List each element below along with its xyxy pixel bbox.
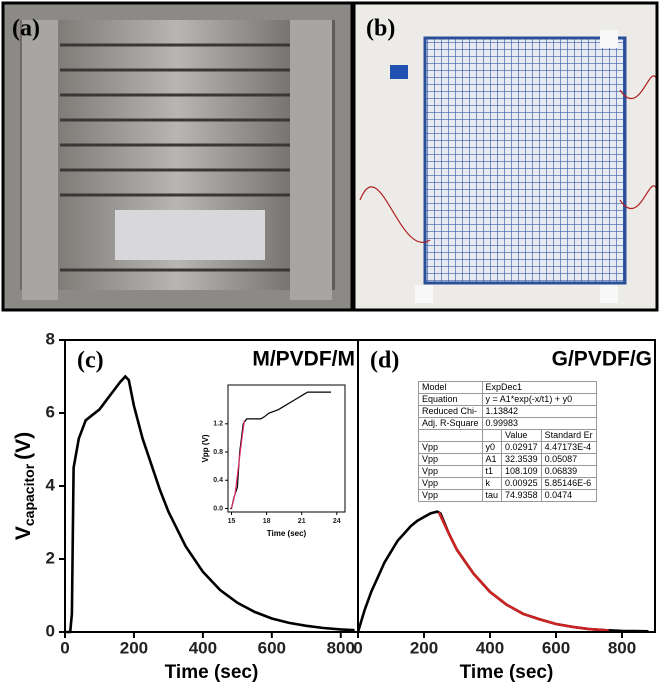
series-line bbox=[437, 511, 609, 632]
table-row: Equation y = A1*exp(-x/t1) + y0 bbox=[418, 393, 597, 406]
table-row: Vpp t1 108.109 0.06839 bbox=[418, 465, 597, 478]
y-axis-label: Vcapacitor (V) bbox=[12, 432, 37, 540]
plot-frame bbox=[357, 339, 656, 633]
table-cell: y = A1*exp(-x/t1) + y0 bbox=[481, 393, 597, 406]
panel-label: (a) bbox=[12, 16, 40, 42]
table-row: Adj. R-Square 0.99983 bbox=[418, 417, 597, 430]
table-cell: Value bbox=[501, 429, 542, 442]
table-cell: Vpp bbox=[418, 441, 483, 454]
table-cell: 4.47173E-4 bbox=[540, 441, 597, 454]
x-tick-label: 800 bbox=[608, 638, 636, 657]
x-tick-label: 600 bbox=[258, 638, 286, 657]
x-tick-label: 21 bbox=[298, 518, 306, 525]
table-cell: Equation bbox=[418, 393, 483, 406]
table-cell: k bbox=[481, 477, 503, 490]
table-cell: 5.85146E-6 bbox=[540, 477, 597, 490]
y-label-unit: (V) bbox=[12, 432, 35, 460]
x-axis-label: Time (sec) bbox=[165, 662, 259, 683]
panel-label: (b) bbox=[366, 16, 395, 42]
chart-title: M/PVDF/M bbox=[252, 348, 355, 371]
series-line bbox=[230, 391, 331, 510]
y-tick-label: 0.8 bbox=[213, 449, 223, 456]
table-cell: Vpp bbox=[418, 453, 483, 466]
table-cell: Model bbox=[418, 381, 483, 394]
y-tick-label: 2 bbox=[46, 548, 55, 567]
y-label-sub: capacitor bbox=[21, 463, 37, 526]
table-cell bbox=[481, 429, 503, 442]
table-cell: t1 bbox=[481, 465, 503, 478]
plot-frame bbox=[227, 384, 346, 513]
fit-table: Model ExpDec1 Equation y = A1*exp(-x/t1) + … bbox=[418, 381, 597, 502]
table-cell: Adj. R-Square bbox=[418, 417, 483, 430]
y-tick-label: 1.2 bbox=[213, 421, 223, 428]
table-cell bbox=[418, 429, 483, 442]
table-cell: y0 bbox=[481, 441, 503, 454]
table-row: Vpp A1 32.3539 0.05087 bbox=[418, 453, 597, 466]
table-cell: 0.99983 bbox=[481, 417, 597, 430]
x-tick-label: 0 bbox=[353, 638, 362, 657]
y-tick-label: 0.0 bbox=[213, 505, 223, 512]
table-cell: 0.02917 bbox=[501, 441, 542, 454]
x-tick-label: 600 bbox=[542, 638, 570, 657]
table-cell: 1.13842 bbox=[481, 405, 597, 418]
table-cell: Standard Er bbox=[540, 429, 597, 442]
table-cell: 108.109 bbox=[501, 465, 542, 478]
table-cell: 74.9358 bbox=[501, 489, 542, 502]
x-tick-label: 400 bbox=[189, 638, 217, 657]
table-row: Vpp tau 74.9358 0.0474 bbox=[418, 489, 597, 502]
x-axis-label: Time (sec) bbox=[267, 529, 307, 538]
table-cell: 0.06839 bbox=[540, 465, 597, 478]
photo-b: (b) bbox=[352, 1, 659, 312]
table-cell: Reduced Chi- bbox=[418, 405, 483, 418]
y-label-main: V bbox=[12, 526, 35, 540]
table-cell: A1 bbox=[481, 453, 503, 466]
x-tick-label: 400 bbox=[476, 638, 504, 657]
x-tick-label: 800 bbox=[327, 638, 355, 657]
y-tick-label: 4 bbox=[46, 475, 56, 494]
table-cell: Vpp bbox=[418, 477, 483, 490]
table-row: Value Standard Er bbox=[418, 429, 597, 442]
x-tick-label: 200 bbox=[410, 638, 438, 657]
y-tick-label: 6 bbox=[46, 402, 55, 421]
table-row: Vpp y0 0.02917 4.47173E-4 bbox=[418, 441, 597, 454]
y-tick-label: 0.4 bbox=[213, 477, 223, 484]
table-cell: 0.05087 bbox=[540, 453, 597, 466]
inset-bg bbox=[228, 385, 345, 512]
table-cell: ExpDec1 bbox=[481, 381, 597, 394]
table-cell: tau bbox=[481, 489, 503, 502]
table-cell: 0.0474 bbox=[540, 489, 597, 502]
x-tick-label: 200 bbox=[120, 638, 148, 657]
x-tick-label: 24 bbox=[333, 518, 341, 525]
x-axis-label: Time (sec) bbox=[460, 662, 554, 683]
photo-a: (a) bbox=[1, 1, 354, 312]
panel-label: (d) bbox=[370, 348, 399, 374]
x-tick-label: 18 bbox=[263, 518, 271, 525]
series-line bbox=[230, 420, 245, 509]
series-line bbox=[65, 374, 355, 634]
table-row: Model ExpDec1 bbox=[418, 381, 597, 394]
chart-title: G/PVDF/G bbox=[552, 348, 652, 371]
panel-label: (c) bbox=[77, 348, 104, 374]
x-tick-label: 0 bbox=[60, 638, 69, 657]
y-axis-label: Vpp (V) bbox=[201, 434, 210, 462]
table-cell: Vpp bbox=[418, 489, 483, 502]
table-row: Reduced Chi- 1.13842 bbox=[418, 405, 597, 418]
table-row: Vpp k 0.00925 5.85146E-6 bbox=[418, 477, 597, 490]
table-cell: 32.3539 bbox=[501, 453, 542, 466]
table-cell: Vpp bbox=[418, 465, 483, 478]
series-line bbox=[356, 510, 649, 633]
y-tick-label: 8 bbox=[46, 329, 55, 348]
y-tick-label: 0 bbox=[46, 621, 55, 640]
x-tick-label: 15 bbox=[228, 518, 236, 525]
table-cell: 0.00925 bbox=[501, 477, 542, 490]
